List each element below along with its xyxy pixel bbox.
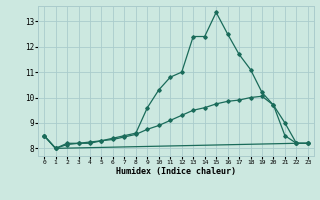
X-axis label: Humidex (Indice chaleur): Humidex (Indice chaleur) (116, 167, 236, 176)
